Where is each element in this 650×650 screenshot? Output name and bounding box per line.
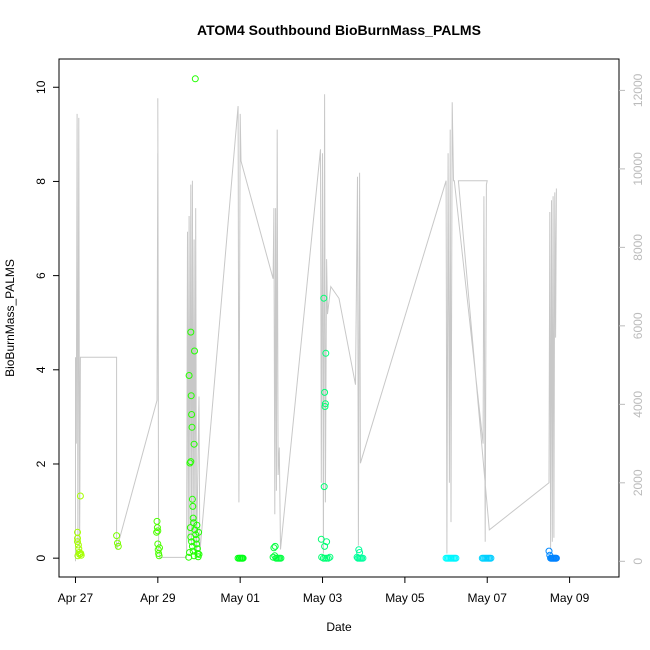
data-point <box>191 347 198 355</box>
y2-tick-label: 6000 <box>631 312 645 339</box>
x-tick-label: May 07 <box>468 591 508 605</box>
scatter-points <box>74 75 560 562</box>
data-point <box>188 542 196 550</box>
y-axis: 0 2 4 6 8 10 <box>34 80 59 562</box>
x-tick-label: May 01 <box>220 591 260 605</box>
data-point <box>270 544 278 552</box>
data-point <box>187 533 195 541</box>
data-point <box>191 75 199 83</box>
x-axis-label: Date <box>326 620 352 634</box>
data-point <box>187 458 195 466</box>
data-point <box>323 538 331 546</box>
data-point <box>113 532 121 540</box>
data-point <box>321 388 329 396</box>
data-point <box>185 553 193 561</box>
data-point <box>186 549 193 556</box>
data-point <box>189 547 197 555</box>
data-point <box>545 547 553 555</box>
data-point <box>186 459 194 467</box>
data-point <box>188 411 196 418</box>
data-point <box>156 544 163 552</box>
x-tick-label: Apr 29 <box>140 591 176 605</box>
data-point <box>189 514 197 522</box>
data-point <box>154 527 162 535</box>
data-point <box>277 554 285 562</box>
y-tick-label: 6 <box>34 272 48 279</box>
data-point <box>74 534 81 542</box>
data-point <box>324 554 332 562</box>
data-point <box>189 502 197 510</box>
data-point <box>239 554 247 562</box>
data-point <box>188 538 196 546</box>
right-axis-line-series <box>75 94 557 562</box>
data-point <box>321 400 329 408</box>
data-point <box>353 553 361 561</box>
data-point <box>320 294 328 302</box>
y-tick-label: 8 <box>34 178 48 185</box>
data-point <box>153 517 161 525</box>
data-point <box>321 403 329 410</box>
data-point <box>188 495 196 503</box>
y2-tick-label: 0 <box>631 558 645 565</box>
y-axis-label: BioBurnMass_PALMS <box>3 259 17 377</box>
x-tick-label: May 03 <box>303 591 343 605</box>
data-point <box>552 554 560 562</box>
data-point <box>269 553 277 561</box>
data-point <box>321 542 329 550</box>
y2-tick-label: 8000 <box>631 234 645 261</box>
data-point <box>155 552 163 560</box>
y-tick-label: 4 <box>34 366 48 373</box>
y2-tick-label: 4000 <box>631 391 645 418</box>
data-point <box>154 540 162 548</box>
data-point <box>187 392 195 400</box>
data-point <box>74 538 81 546</box>
x-tick-label: May 05 <box>385 591 425 605</box>
data-point <box>320 483 328 491</box>
data-point <box>186 524 194 532</box>
chart-title: ATOM4 Southbound BioBurnMass_PALMS <box>197 22 481 38</box>
data-point <box>114 539 121 547</box>
data-point <box>194 553 202 561</box>
y-tick-label: 2 <box>34 460 48 467</box>
y2-tick-label: 12000 <box>631 73 645 107</box>
data-point <box>355 546 363 554</box>
x-tick-label: Apr 27 <box>58 591 94 605</box>
x-tick-label: May 09 <box>550 591 590 605</box>
data-point <box>188 423 196 431</box>
data-point <box>114 542 122 550</box>
data-point <box>326 553 334 561</box>
data-point <box>193 521 201 529</box>
series-line <box>75 94 557 562</box>
data-point <box>318 553 326 561</box>
data-point <box>322 349 330 357</box>
data-point <box>185 372 193 379</box>
data-point <box>76 492 84 500</box>
y-tick-label: 10 <box>34 80 48 94</box>
data-point <box>77 551 85 559</box>
y2-tick-label: 10000 <box>631 152 645 186</box>
data-point <box>187 328 195 336</box>
y-tick-label: 0 <box>34 555 48 562</box>
data-point <box>153 524 161 532</box>
y2-tick-label: 2000 <box>631 469 645 496</box>
plot-frame <box>58 58 620 578</box>
data-point <box>74 541 82 549</box>
data-point <box>153 528 161 536</box>
right-y-axis: 0 2000 4000 6000 8000 10000 12000 <box>619 73 645 565</box>
x-axis: Apr 27 Apr 29 May 01 May 03 May 05 May 07 May … <box>58 577 590 605</box>
data-point <box>452 554 460 562</box>
data-point <box>271 542 279 550</box>
data-point <box>195 528 203 536</box>
data-point <box>487 554 495 562</box>
data-point <box>190 440 198 448</box>
